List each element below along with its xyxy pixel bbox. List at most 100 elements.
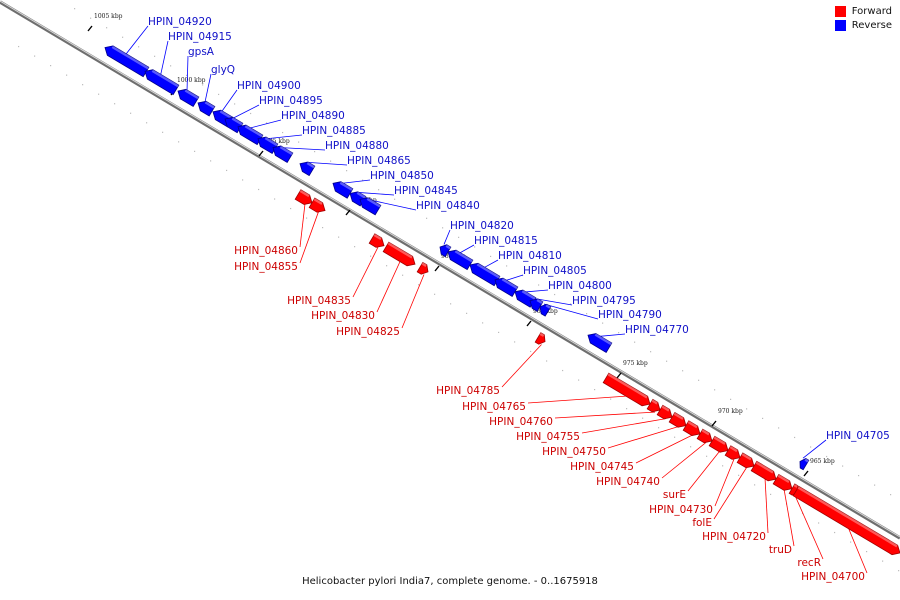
gene-arrow bbox=[272, 145, 294, 163]
label-leader bbox=[523, 289, 549, 293]
axis-tick: 995 kbp bbox=[258, 138, 290, 157]
gene-label: HPIN_04730 bbox=[649, 504, 713, 516]
label-leader bbox=[125, 25, 149, 55]
gene-arrow bbox=[708, 435, 729, 453]
gene-arrow bbox=[668, 411, 687, 428]
axis-tick-label: 970 kbp bbox=[718, 408, 743, 415]
gene-arrow bbox=[416, 261, 429, 275]
gene-label: HPIN_04765 bbox=[462, 401, 526, 413]
gene-label: HPIN_04920 bbox=[148, 16, 212, 28]
gene-arrow bbox=[469, 262, 501, 287]
axis-tick-label: 1005 kbp bbox=[94, 13, 123, 20]
gene-label: HPIN_04785 bbox=[436, 385, 500, 397]
gene-arrow bbox=[696, 428, 713, 444]
label-leader bbox=[598, 333, 626, 337]
gene-arrow bbox=[359, 197, 382, 216]
label-leader bbox=[221, 89, 238, 113]
gene-arrow bbox=[177, 88, 200, 108]
label-leader bbox=[581, 418, 667, 434]
label-leader bbox=[232, 104, 260, 119]
axis-tick-label: 995 kbp bbox=[265, 138, 290, 145]
label-leader bbox=[281, 147, 326, 151]
label-leader bbox=[554, 411, 656, 419]
gene-label: HPIN_04865 bbox=[347, 155, 411, 167]
gene-label: glyQ bbox=[211, 64, 235, 76]
gene-arrow bbox=[294, 189, 313, 205]
axis-tick: 965 kbp bbox=[803, 458, 835, 477]
gene-label: folE bbox=[692, 517, 712, 529]
label-leader bbox=[160, 40, 169, 76]
gene-label: HPIN_04860 bbox=[234, 245, 298, 257]
reverse-swatch bbox=[834, 20, 846, 31]
legend: Forward Reverse bbox=[834, 6, 892, 34]
label-leader bbox=[802, 439, 827, 459]
gene-arrow bbox=[104, 45, 150, 78]
label-leader bbox=[713, 466, 748, 520]
gene-arrow bbox=[646, 398, 661, 413]
gene-label: HPIN_04790 bbox=[598, 309, 662, 321]
label-leader bbox=[186, 55, 189, 92]
label-leader bbox=[352, 246, 379, 298]
genome-axis-highlight bbox=[0, 0, 900, 538]
gene-label: surE bbox=[663, 489, 686, 501]
gene-arrow bbox=[792, 485, 900, 556]
gene-arrow bbox=[799, 458, 810, 471]
genome-caption: Helicobacter pylori India7, complete gen… bbox=[302, 576, 598, 587]
gene-label: HPIN_04795 bbox=[572, 295, 636, 307]
gene-label: HPIN_04770 bbox=[625, 324, 689, 336]
label-leader bbox=[607, 425, 680, 449]
gene-label: HPIN_04750 bbox=[542, 446, 606, 458]
label-leader bbox=[443, 229, 451, 245]
axis-tick: 1005 kbp bbox=[87, 13, 123, 32]
gene-label: HPIN_04700 bbox=[801, 571, 865, 583]
forward-swatch bbox=[834, 6, 846, 17]
label-leader bbox=[534, 298, 573, 306]
axis-tick: 975 kbp bbox=[616, 360, 648, 379]
gene-arrow bbox=[447, 249, 474, 271]
legend-reverse: Reverse bbox=[834, 20, 892, 31]
gene-label: HPIN_04895 bbox=[259, 95, 323, 107]
gene-label: HPIN_04760 bbox=[489, 416, 553, 428]
gene-label: HPIN_04810 bbox=[498, 250, 562, 262]
gene-label: HPIN_04840 bbox=[416, 200, 480, 212]
gene-label: HPIN_04845 bbox=[394, 185, 458, 197]
gene-label: HPIN_04745 bbox=[570, 461, 634, 473]
label-leader bbox=[483, 259, 499, 269]
gene-label: HPIN_04705 bbox=[826, 430, 890, 442]
label-leader bbox=[458, 244, 475, 254]
label-leader bbox=[687, 450, 721, 492]
gene-label: truD bbox=[769, 544, 792, 556]
gene-label: HPIN_04825 bbox=[336, 326, 400, 338]
gene-arrow bbox=[257, 136, 279, 155]
label-leader bbox=[204, 73, 212, 103]
gene-arrow bbox=[539, 303, 552, 317]
gene-arrow bbox=[724, 445, 741, 460]
label-leader bbox=[543, 303, 599, 320]
label-leader bbox=[266, 134, 303, 140]
label-leader bbox=[847, 526, 868, 574]
legend-forward-label: Forward bbox=[851, 6, 892, 17]
gene-label: HPIN_04900 bbox=[237, 80, 301, 92]
axis-tick-label: 1000 kbp bbox=[177, 77, 206, 84]
label-leader bbox=[783, 488, 795, 547]
gene-arrow bbox=[736, 452, 755, 469]
gene-arrow bbox=[439, 244, 452, 258]
label-leader bbox=[305, 161, 348, 166]
label-leader bbox=[356, 191, 395, 196]
label-leader bbox=[501, 344, 542, 388]
label-leader bbox=[341, 179, 371, 184]
gene-label: HPIN_04740 bbox=[596, 476, 660, 488]
label-leader bbox=[299, 203, 306, 248]
gene-label: HPIN_04720 bbox=[702, 531, 766, 543]
axis-tick-label: 965 kbp bbox=[810, 458, 835, 465]
axis-tick: 970 kbp bbox=[711, 408, 743, 427]
gene-label: HPIN_04855 bbox=[234, 261, 298, 273]
gene-label: recR bbox=[797, 557, 821, 569]
genome-axis bbox=[0, 0, 900, 540]
label-leader bbox=[376, 260, 401, 313]
gene-label: HPIN_04915 bbox=[168, 31, 232, 43]
gene-label: HPIN_04805 bbox=[523, 265, 587, 277]
gene-label: HPIN_04820 bbox=[450, 220, 514, 232]
gene-arrow bbox=[750, 460, 777, 482]
